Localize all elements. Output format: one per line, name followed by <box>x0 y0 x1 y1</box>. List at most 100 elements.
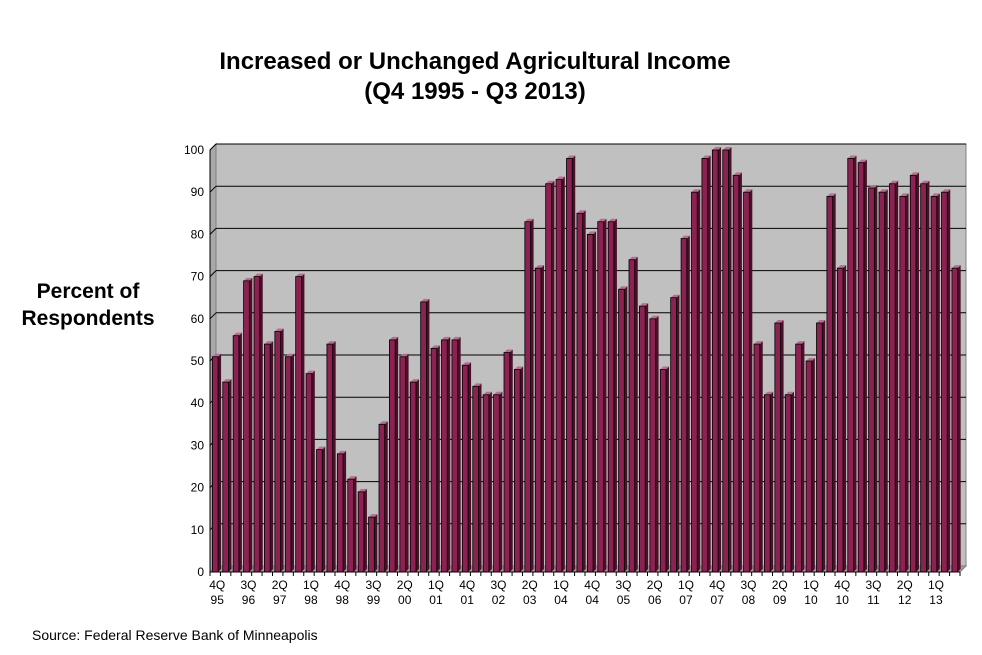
bar-side <box>540 265 544 572</box>
bar-front <box>878 191 886 573</box>
bar-front <box>951 267 959 573</box>
bar-side <box>624 286 628 572</box>
bar-top <box>681 235 690 239</box>
bar-top <box>576 210 586 214</box>
bar <box>878 189 888 573</box>
bar-front <box>868 187 875 573</box>
bar-top <box>389 336 399 340</box>
bar <box>284 353 294 573</box>
bar-side <box>926 180 930 572</box>
bar-front <box>670 297 677 573</box>
bar-side <box>478 383 482 572</box>
bar-front <box>930 196 938 573</box>
x-tick-label-year: 07 <box>679 593 693 607</box>
x-tick-label-quarter: 1Q <box>303 578 319 592</box>
bar-side <box>593 231 597 572</box>
bar <box>264 341 274 573</box>
bar <box>274 328 284 573</box>
bar <box>701 155 711 573</box>
bar-side <box>676 294 680 572</box>
x-tick-label-quarter: 2Q <box>647 578 663 592</box>
bar-front <box>222 381 229 573</box>
x-tick-label-year: 01 <box>461 593 475 607</box>
bar-front <box>211 356 219 573</box>
bar-front <box>826 196 834 573</box>
bar-side <box>228 379 232 572</box>
bar-side <box>280 328 284 572</box>
bar-front <box>326 343 334 573</box>
bar-front <box>722 149 729 573</box>
bar <box>472 383 482 573</box>
bar-top <box>816 320 826 324</box>
bar-side <box>343 450 347 572</box>
bar-front <box>659 369 667 573</box>
bar-front <box>232 335 240 573</box>
bar-side <box>832 193 836 573</box>
bar-side <box>374 514 378 572</box>
bar-top <box>504 349 513 353</box>
x-tick-label-quarter: 4Q <box>209 578 225 592</box>
bar <box>868 184 878 573</box>
bar-top <box>514 366 524 370</box>
bar <box>576 210 586 573</box>
bar-front <box>336 453 344 573</box>
bar <box>326 341 336 573</box>
x-tick-label-quarter: 2Q <box>522 578 538 592</box>
bar-side <box>509 349 513 572</box>
y-tick-label: 60 <box>191 312 205 326</box>
bar-top <box>670 294 680 298</box>
bar-side <box>843 265 847 572</box>
bar-front <box>534 267 542 573</box>
x-tick-label-year: 98 <box>304 593 318 607</box>
bar <box>347 476 357 573</box>
bar-top <box>910 172 919 176</box>
x-tick-label-year: 01 <box>429 593 443 607</box>
bar-front <box>857 162 865 573</box>
bar-side <box>561 176 565 573</box>
bar-top <box>660 366 669 370</box>
x-tick-label-quarter: 4Q <box>334 578 350 592</box>
y-tick-label: 90 <box>191 185 205 199</box>
bar <box>722 147 732 573</box>
bar <box>503 349 513 573</box>
bar-front <box>774 322 781 573</box>
bar <box>836 265 847 573</box>
bar-side <box>905 193 909 573</box>
y-tick-label: 80 <box>191 227 205 241</box>
bar-side <box>645 303 649 572</box>
x-tick-label-quarter: 3Q <box>240 578 256 592</box>
bar-front <box>284 356 292 573</box>
bar-side <box>665 366 669 572</box>
bar-side <box>447 336 451 572</box>
bar-front <box>743 191 750 573</box>
bar-top <box>837 265 847 269</box>
bar-top <box>879 189 888 193</box>
x-tick-label-quarter: 1Q <box>803 578 819 592</box>
bar <box>441 336 451 573</box>
bar-side <box>707 155 711 572</box>
x-tick-label-quarter: 1Q <box>928 578 944 592</box>
bar-front <box>701 158 709 573</box>
bar <box>930 193 940 573</box>
bar-front <box>764 394 771 573</box>
bar <box>378 421 388 573</box>
bar-top <box>556 176 565 180</box>
bar-side <box>499 391 503 572</box>
bar-top <box>566 155 576 159</box>
bar-side <box>759 341 763 572</box>
bar-top <box>243 277 253 281</box>
bar-top <box>764 391 774 395</box>
bar-front <box>357 491 365 573</box>
bar <box>430 345 440 573</box>
bar-side <box>457 336 461 572</box>
bar <box>222 379 232 573</box>
bar <box>795 341 805 573</box>
x-tick-label-year: 05 <box>617 593 631 607</box>
bar-top <box>441 336 451 340</box>
bar-side <box>884 189 888 572</box>
gridline-side <box>209 228 217 235</box>
bar-side <box>311 370 315 572</box>
bar-front <box>607 221 615 573</box>
bar-top <box>535 265 544 269</box>
bar <box>816 320 826 573</box>
